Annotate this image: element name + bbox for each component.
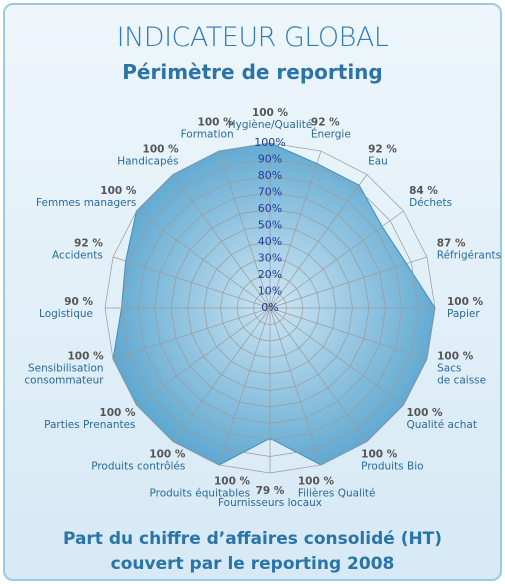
axis-label: 100 % Femmes managers xyxy=(36,185,136,209)
category-label: Formation xyxy=(180,128,234,141)
r-tick-label: 60% xyxy=(258,202,282,215)
r-tick-label: 50% xyxy=(258,219,282,232)
axis-label: 100 % Produits Bio xyxy=(361,449,423,473)
spoke xyxy=(112,307,271,360)
axis-label: 100 % Sacs de caisse xyxy=(437,350,486,386)
r-tick-label: 100% xyxy=(254,136,285,149)
axis-label: 92 % Eau xyxy=(368,143,397,167)
r-tick-label: 30% xyxy=(258,252,282,265)
value-label: 100 % xyxy=(99,407,136,420)
r-tick-label: 40% xyxy=(258,235,282,248)
category-label: Sensibilisation consommateur xyxy=(24,362,104,387)
spoke xyxy=(269,307,322,466)
value-label: 100 % xyxy=(67,350,104,363)
value-label: 100 % xyxy=(197,116,234,129)
spoke xyxy=(269,307,428,360)
r-tick-label: 20% xyxy=(258,268,282,281)
value-label: 100 % xyxy=(447,296,484,308)
category-label: Handicapés xyxy=(117,155,179,168)
category-label: Logistique xyxy=(39,308,93,320)
spoke xyxy=(172,307,271,442)
category-label: Accidents xyxy=(52,249,103,262)
category-label: Hygiène/Qualité xyxy=(227,119,313,131)
value-label: 100 % xyxy=(297,475,334,488)
category-label: Papier xyxy=(447,308,480,320)
category-label: Produits contrôlés xyxy=(91,460,186,473)
axis-label: 79 % Fournisseurs locaux xyxy=(218,485,322,509)
category-label: Réfrigérants xyxy=(436,249,502,262)
spoke xyxy=(218,150,271,309)
value-label: 100 % xyxy=(361,448,398,461)
r-tick-label: 90% xyxy=(258,153,282,166)
axis-label: 100 % Sensibilisation consommateur xyxy=(24,350,103,386)
value-label: 92 % xyxy=(74,237,103,250)
value-label: 90 % xyxy=(64,296,93,308)
spoke xyxy=(136,307,271,406)
spoke xyxy=(269,210,404,309)
category-label: Sacs de caisse xyxy=(437,362,487,387)
axis-label: 90 % Logistique xyxy=(39,296,93,320)
spoke xyxy=(269,256,428,309)
value-label: 100 % xyxy=(142,143,179,156)
axis-label: 92 % Accidents xyxy=(52,238,103,262)
axis-label: 100 % Parties Prenantes xyxy=(44,407,135,431)
axis-label: 100 % Hygiène/Qualité xyxy=(228,107,313,131)
axis-label: 84 % Déchets xyxy=(409,185,452,209)
value-label: 100 % xyxy=(100,184,137,197)
spoke xyxy=(218,307,271,466)
spoke xyxy=(172,174,271,309)
footer: Part du chiffre d’affaires consolidé (HT… xyxy=(62,529,443,549)
value-label: 100 % xyxy=(406,407,443,420)
spoke xyxy=(269,307,368,442)
value-label: 84 % xyxy=(409,184,438,197)
value-label: 92 % xyxy=(368,143,397,156)
value-label: 92 % xyxy=(310,116,340,129)
spoke xyxy=(269,174,368,309)
axis-label: 87 % Réfrigérants xyxy=(437,238,501,262)
footer: couvert par le reporting 2008 xyxy=(110,554,395,574)
value-label: 100 % xyxy=(251,107,289,119)
axis-label: 100 % Formation xyxy=(181,116,234,140)
spoke xyxy=(112,256,271,309)
category-label: Énergie xyxy=(310,128,351,141)
category-label: Fournisseurs locaux xyxy=(217,497,323,509)
r-tick-label: 0% xyxy=(261,301,278,314)
category-label: Eau xyxy=(368,155,388,168)
value-label: 100 % xyxy=(149,448,186,461)
axis-label: 100 % Produits équitables xyxy=(149,476,250,500)
category-label: Qualité achat xyxy=(406,419,477,432)
value-label: 100 % xyxy=(437,350,474,363)
category-label: Filières Qualité xyxy=(297,487,376,500)
r-tick-label: 80% xyxy=(258,169,282,182)
r-tick-label: 70% xyxy=(258,186,282,199)
axis-label: 100 % Filières Qualité xyxy=(298,476,376,500)
spoke xyxy=(269,150,322,309)
axis-label: 100 % Qualité achat xyxy=(406,407,477,431)
value-label: 100 % xyxy=(213,475,251,488)
category-label: Femmes managers xyxy=(36,196,137,209)
category-label: Produits équitables xyxy=(149,487,251,500)
category-label: Produits Bio xyxy=(361,460,424,473)
value-label: 87 % xyxy=(436,237,466,250)
axis-label: 100 % Papier xyxy=(447,296,483,320)
axis-label: 92 % Énergie xyxy=(311,116,351,140)
axis-label: 100 % Handicapés xyxy=(117,143,178,167)
chart-title: INDICATEUR GLOBAL xyxy=(116,22,389,53)
category-label: Parties Prenantes xyxy=(44,419,136,432)
axis-label: 100 % Produits contrôlés xyxy=(91,449,185,473)
spoke xyxy=(136,210,271,309)
value-label: 79 % xyxy=(255,485,285,497)
category-label: Déchets xyxy=(409,196,453,209)
spoke xyxy=(269,307,404,406)
chart-subtitle: Périmètre de reporting xyxy=(122,60,383,84)
r-tick-label: 10% xyxy=(258,285,282,298)
